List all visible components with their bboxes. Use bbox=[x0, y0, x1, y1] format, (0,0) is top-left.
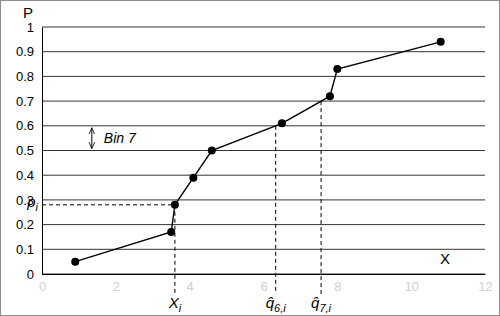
y-tick: 0.1 bbox=[16, 242, 42, 257]
y-tick: 0 bbox=[27, 267, 42, 282]
y-tick-label: 0.7 bbox=[16, 94, 34, 109]
y-tick: 0.5 bbox=[16, 143, 42, 158]
x-axis: 0 2 4 6 8 10 12 bbox=[39, 274, 493, 294]
plot: 02468101200.10.20.30.40.50.60.70.80.91 bbox=[16, 20, 493, 295]
data-point bbox=[278, 119, 286, 127]
data-line bbox=[75, 42, 440, 262]
x-tick-label: 8 bbox=[334, 279, 341, 294]
x-tick: 6 bbox=[260, 274, 267, 294]
y-marker-label-main: p bbox=[26, 193, 35, 210]
x-tick: 10 bbox=[404, 274, 418, 294]
x-tick: 4 bbox=[187, 274, 194, 294]
grid-line bbox=[42, 224, 485, 225]
x-marker-label: q̂6,i bbox=[266, 294, 287, 314]
grid-line bbox=[42, 27, 485, 28]
y-tick-label: 0.2 bbox=[16, 217, 34, 232]
y-tick: 0.9 bbox=[16, 44, 42, 59]
y-tick: 0.4 bbox=[16, 168, 42, 183]
x-tick-label: 2 bbox=[113, 279, 120, 294]
y-marker-label: pi bbox=[26, 193, 38, 213]
data-point bbox=[71, 258, 79, 266]
x-axis-line bbox=[43, 274, 486, 275]
x-marker-label: q̂7,i bbox=[311, 294, 332, 314]
y-tick-label: 0 bbox=[27, 267, 34, 282]
x-tick: 8 bbox=[334, 274, 341, 294]
y-tick: 0.7 bbox=[16, 94, 42, 109]
x-tick-label: 0 bbox=[39, 279, 46, 294]
grid-line bbox=[42, 51, 485, 52]
grid-line bbox=[42, 101, 485, 102]
data-point bbox=[333, 65, 341, 73]
data-point bbox=[189, 174, 197, 182]
y-axis-line bbox=[42, 28, 43, 275]
y-tick-label: 0.8 bbox=[16, 69, 34, 84]
data-point bbox=[167, 228, 175, 236]
band-arrow bbox=[91, 128, 92, 149]
y-tick: 0.6 bbox=[16, 118, 42, 133]
y-tick: 0.8 bbox=[16, 69, 42, 84]
x-tick-label: 12 bbox=[478, 279, 492, 294]
data-point bbox=[326, 92, 334, 100]
y-marker-label-sub: i bbox=[36, 201, 39, 213]
annotations bbox=[42, 101, 321, 294]
grid bbox=[42, 27, 485, 274]
y-tick-label: 0.4 bbox=[16, 168, 34, 183]
x-axis-title: X bbox=[440, 250, 450, 267]
x-marker-label: Xi bbox=[168, 294, 182, 314]
data-point bbox=[208, 147, 216, 155]
x-tick: 0 bbox=[39, 274, 46, 294]
grid-line bbox=[42, 274, 485, 275]
x-marker-label-sub: 6,i bbox=[274, 302, 286, 314]
y-tick-label: 0.9 bbox=[16, 44, 34, 59]
data-point bbox=[437, 38, 445, 46]
y-axis-title: P bbox=[23, 4, 33, 21]
y-tick-label: 0.1 bbox=[16, 242, 34, 257]
grid-line bbox=[42, 150, 485, 151]
x-guide bbox=[174, 205, 175, 294]
x-marker-label-sub: i bbox=[179, 302, 182, 314]
y-guide bbox=[42, 204, 175, 205]
y-tick-label: 0.6 bbox=[16, 118, 34, 133]
band-label: Bin 7 bbox=[104, 130, 137, 146]
grid-line bbox=[42, 199, 485, 200]
data-point bbox=[171, 201, 179, 209]
x-tick: 2 bbox=[113, 274, 120, 294]
x-tick-label: 4 bbox=[187, 279, 194, 294]
annotation-labels: Xiq̂6,iq̂7,ipiBin 7 bbox=[26, 130, 331, 314]
x-tick-label: 10 bbox=[404, 279, 418, 294]
y-tick-label: 0.5 bbox=[16, 143, 34, 158]
chart: 02468101200.10.20.30.40.50.60.70.80.91PX… bbox=[0, 0, 500, 316]
y-tick-label: 1 bbox=[27, 20, 34, 35]
x-marker-label-sub: 7,i bbox=[319, 302, 331, 314]
y-axis: 00.10.20.30.40.50.60.70.80.91 bbox=[16, 20, 43, 282]
frame bbox=[1, 1, 500, 316]
x-guide bbox=[321, 101, 322, 294]
grid-line bbox=[42, 76, 485, 77]
x-tick: 12 bbox=[478, 274, 492, 294]
grid-line bbox=[42, 249, 485, 250]
series bbox=[71, 38, 444, 266]
y-tick: 1 bbox=[27, 20, 42, 35]
grid-line bbox=[42, 125, 485, 126]
y-tick: 0.2 bbox=[16, 217, 42, 232]
x-tick-label: 6 bbox=[260, 279, 267, 294]
grid-line bbox=[42, 175, 485, 176]
x-guide bbox=[275, 126, 276, 294]
